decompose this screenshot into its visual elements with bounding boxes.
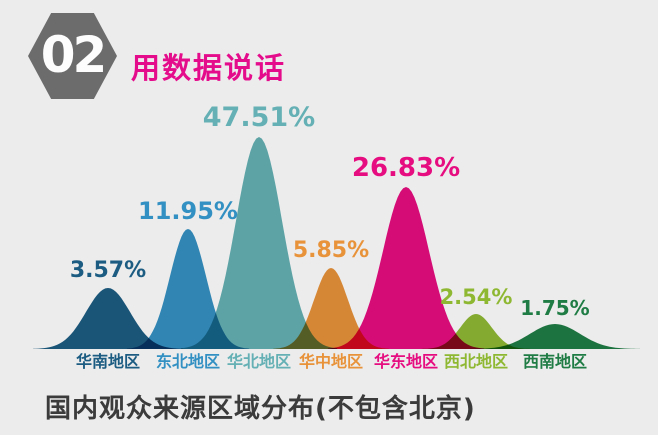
category-label: 华南地区 [75, 352, 141, 371]
peak-value-label: 47.51% [202, 102, 316, 133]
peak-5 [327, 187, 485, 349]
peak-value-label: 26.83% [351, 153, 461, 183]
peak-value-label: 2.54% [439, 285, 513, 309]
peak-value-label: 11.95% [138, 197, 238, 225]
peak-2 [126, 229, 250, 349]
category-label: 华东地区 [373, 352, 439, 371]
category-label: 华北地区 [226, 352, 292, 371]
category-label: 西北地区 [443, 352, 509, 371]
peak-1 [33, 288, 183, 349]
peak-3 [180, 137, 338, 349]
header: 02 用数据说话 [0, 0, 658, 105]
category-label: 西南地区 [522, 352, 588, 371]
peak-6 [421, 314, 531, 349]
peak-value-label: 5.85% [292, 238, 370, 263]
section-number: 02 [40, 26, 108, 84]
peak-7 [470, 324, 640, 349]
peak-4 [273, 268, 389, 349]
section-title: 用数据说话 [131, 51, 287, 85]
category-label: 东北地区 [155, 352, 221, 371]
chart-caption: 国内观众来源区域分布(不包含北京) [45, 394, 476, 424]
category-label: 华中地区 [298, 352, 364, 371]
peak-value-label: 3.57% [69, 258, 147, 283]
peak-value-label: 1.75% [520, 296, 590, 320]
